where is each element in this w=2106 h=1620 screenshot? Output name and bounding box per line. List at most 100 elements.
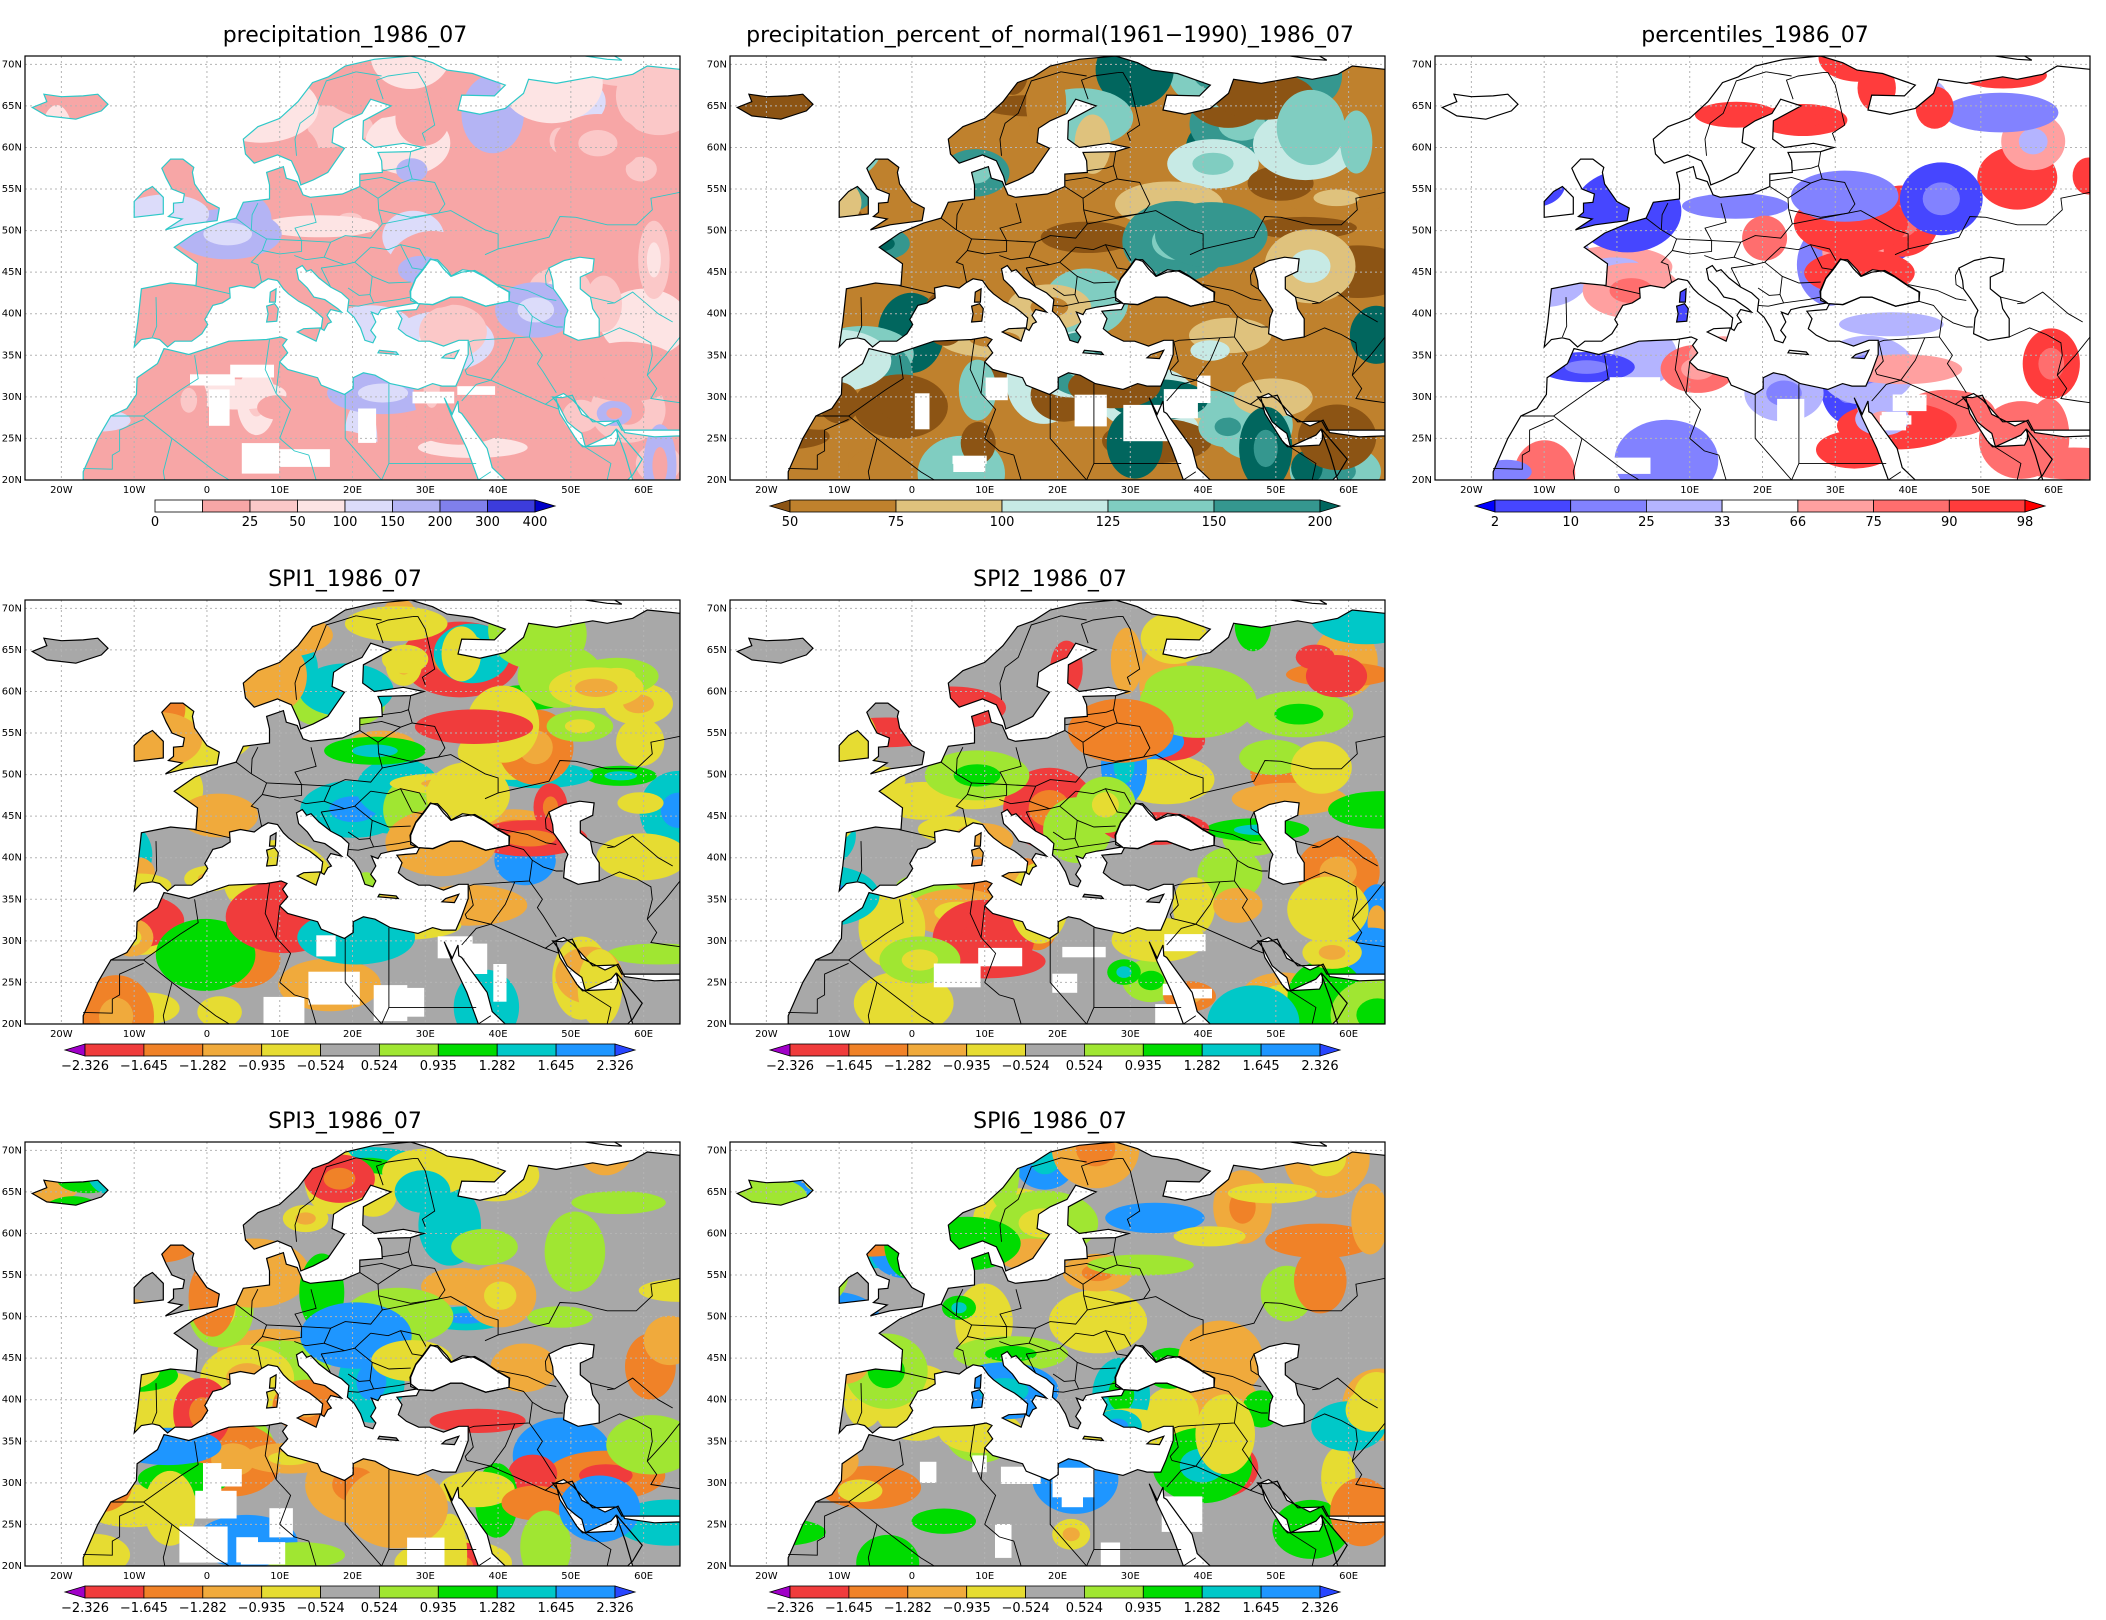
graticule bbox=[730, 1142, 1385, 1567]
panel-precipitation: precipitation_1986_07 70N 65N 60N 55N 50N 45N… bbox=[0, 16, 690, 556]
y-tick-label: 55N bbox=[707, 728, 727, 739]
x-tick-label: 40E bbox=[489, 1571, 508, 1582]
colorbar-tick-label: −0.935 bbox=[238, 1059, 286, 1074]
graticule bbox=[25, 1142, 680, 1567]
map-plot: 70N 65N 60N 55N 50N 45N 40N 35N 30N 25N 20N 20W 10W 0… bbox=[707, 1141, 1386, 1616]
x-tick-label: 20E bbox=[343, 1029, 362, 1040]
y-tick-label: 70N bbox=[1412, 59, 1432, 70]
colorbar-arrow-left bbox=[1473, 499, 1496, 513]
colorbar-tick-label: 1.282 bbox=[1184, 1059, 1221, 1074]
y-tick-label: 70N bbox=[707, 59, 727, 70]
colorbar-tick-label: 150 bbox=[1202, 515, 1227, 530]
x-tick-label: 50E bbox=[1266, 1029, 1285, 1040]
x-tick-label: 0 bbox=[1614, 485, 1620, 496]
colorbar-tick-label: 1.282 bbox=[479, 1601, 516, 1616]
colorbar-tick-label: −2.326 bbox=[766, 1059, 814, 1074]
colorbar-box bbox=[496, 1043, 557, 1057]
y-tick-label: 25N bbox=[1412, 433, 1432, 444]
y-tick-label: 25N bbox=[707, 433, 727, 444]
colorbar-box bbox=[1260, 1043, 1321, 1057]
x-tick-label: 30E bbox=[1826, 485, 1845, 496]
x-tick-label: 20E bbox=[1753, 485, 1772, 496]
y-tick-label: 55N bbox=[707, 184, 727, 195]
x-tick-label: 40E bbox=[1194, 1029, 1213, 1040]
colorbar: 2 10 25 33 66 75 90 98 bbox=[1473, 499, 2047, 530]
colorbar-box bbox=[1083, 1043, 1144, 1057]
coastlines bbox=[735, 600, 1385, 1024]
y-tick-label: 55N bbox=[707, 1270, 727, 1281]
colorbar-tick-label: −1.282 bbox=[884, 1059, 932, 1074]
colorbar-tick-label: 125 bbox=[1096, 515, 1121, 530]
colorbar-box bbox=[966, 1043, 1027, 1057]
y-tick-label: 55N bbox=[2, 728, 22, 739]
colorbar-tick-label: 0.935 bbox=[1125, 1601, 1162, 1616]
colorbar-tick-label: 90 bbox=[1941, 515, 1958, 530]
x-tick-label: 20E bbox=[1048, 1029, 1067, 1040]
x-tick-label: 20W bbox=[50, 1029, 73, 1040]
colorbar-tick-label: 200 bbox=[1308, 515, 1333, 530]
y-tick-label: 60N bbox=[1412, 142, 1432, 153]
colorbar-box bbox=[1570, 499, 1647, 513]
y-tick-label: 65N bbox=[1412, 101, 1432, 112]
colorbar-box bbox=[261, 1043, 322, 1057]
panel-title: SPI3_1986_07 bbox=[268, 1109, 422, 1134]
y-tick-label: 40N bbox=[1412, 309, 1432, 320]
colorbar-tick-label: −0.524 bbox=[1002, 1059, 1050, 1074]
x-tick-label: 10E bbox=[270, 1571, 289, 1582]
y-tick-label: 55N bbox=[1412, 184, 1432, 195]
colorbar: 50 75 100 125 150 200 bbox=[768, 499, 1342, 530]
x-tick-label: 50E bbox=[561, 1571, 580, 1582]
colorbar-tick-label: −2.326 bbox=[61, 1601, 109, 1616]
colorbar-box bbox=[1213, 499, 1321, 513]
x-tick-label: 20W bbox=[1460, 485, 1483, 496]
colorbar-box bbox=[907, 1585, 968, 1599]
coastlines bbox=[30, 600, 680, 1024]
colorbar-arrow-right bbox=[1319, 1043, 1342, 1057]
colorbar-tick-label: 0.524 bbox=[361, 1059, 398, 1074]
colorbar-tick-label: 1.645 bbox=[537, 1059, 574, 1074]
x-tick-label: 20W bbox=[755, 1029, 778, 1040]
y-tick-label: 70N bbox=[2, 59, 22, 70]
x-tick-label: 10W bbox=[1533, 485, 1556, 496]
colorbar-tick-label: 0 bbox=[151, 515, 159, 530]
panel-percent-of-normal: precipitation_percent_of_normal(1961−199… bbox=[705, 16, 1395, 556]
y-tick-label: 60N bbox=[2, 686, 22, 697]
x-tick-label: 30E bbox=[416, 485, 435, 496]
x-tick-label: 50E bbox=[1971, 485, 1990, 496]
y-tick-label: 25N bbox=[2, 1519, 22, 1530]
colorbar-tick-label: −2.326 bbox=[766, 1601, 814, 1616]
colorbar-tick-label: 1.282 bbox=[1184, 1601, 1221, 1616]
colorbar-box bbox=[1797, 499, 1874, 513]
colorbar-tick-label: 2 bbox=[1491, 515, 1499, 530]
colorbar-tick-label: 0.524 bbox=[1066, 1059, 1103, 1074]
y-tick-label: 60N bbox=[2, 142, 22, 153]
y-tick-label: 50N bbox=[2, 770, 22, 781]
colorbar: −2.326 −1.645 −1.282 −0.935 −0.524 0.524 0.935… bbox=[61, 1043, 637, 1074]
y-tick-label: 50N bbox=[707, 1312, 727, 1323]
y-tick-label: 40N bbox=[707, 853, 727, 864]
colorbar-arrow-right bbox=[1319, 1585, 1342, 1599]
y-tick-label: 65N bbox=[2, 645, 22, 656]
colorbar-tick-label: −1.282 bbox=[179, 1059, 227, 1074]
y-tick-label: 45N bbox=[707, 811, 727, 822]
y-tick-label: 20N bbox=[1412, 475, 1432, 486]
colorbar-tick-label: 33 bbox=[1714, 515, 1731, 530]
panel-spi6: SPI6_1986_07 70N 65N 60N 55N 50N 45N 40N 35N 30N… bbox=[705, 1102, 1395, 1620]
colorbar-tick-label: 2.326 bbox=[1301, 1059, 1338, 1074]
colorbar-tick-label: 25 bbox=[1638, 515, 1655, 530]
colorbar-box bbox=[1107, 499, 1215, 513]
colorbar-box bbox=[1025, 1585, 1085, 1599]
colorbar-tick-label: −0.524 bbox=[297, 1059, 345, 1074]
colorbar-box bbox=[848, 1043, 909, 1057]
colorbar-arrow-left bbox=[768, 1043, 791, 1057]
x-tick-label: 0 bbox=[909, 1571, 915, 1582]
y-tick-label: 65N bbox=[707, 645, 727, 656]
y-tick-label: 35N bbox=[707, 350, 727, 361]
y-tick-label: 20N bbox=[707, 1561, 727, 1572]
colorbar-box bbox=[378, 1043, 439, 1057]
y-tick-label: 45N bbox=[707, 1353, 727, 1364]
x-tick-label: 40E bbox=[489, 1029, 508, 1040]
colorbar-box bbox=[439, 499, 488, 513]
y-tick-label: 70N bbox=[2, 1145, 22, 1156]
coastlines bbox=[30, 56, 680, 480]
